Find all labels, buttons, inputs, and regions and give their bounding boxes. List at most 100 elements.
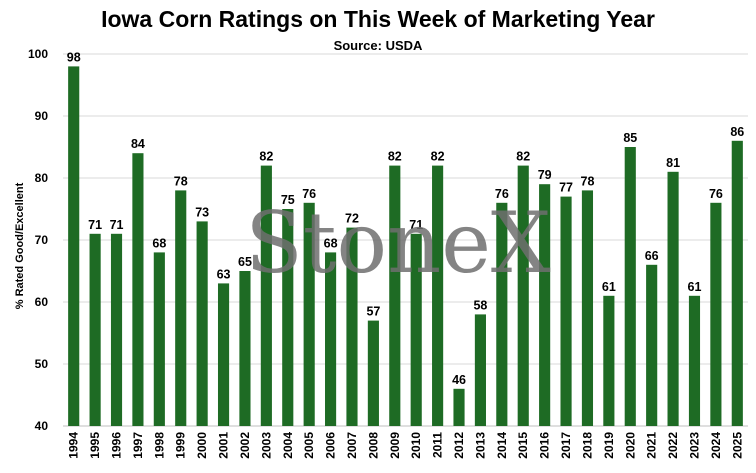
x-tick-label: 2021	[645, 432, 659, 459]
bar-1998	[153, 252, 165, 426]
bar-2017	[560, 196, 572, 426]
data-label-2011: 82	[431, 150, 445, 164]
x-tick-label: 2007	[345, 432, 359, 459]
bar-2023	[688, 295, 701, 426]
data-label-2024: 76	[709, 187, 723, 201]
x-tick-label: 2013	[473, 432, 487, 459]
bar-2001	[217, 283, 230, 426]
watermark-logo: StoneX	[245, 194, 551, 292]
bar-2021	[646, 264, 658, 426]
x-tick-label: 2011	[431, 432, 445, 458]
x-tick-label: 2020	[623, 432, 637, 459]
y-axis-label: % Rated Good/Excellent	[14, 182, 26, 309]
x-tick-label: 1995	[88, 432, 102, 459]
data-label-2014: 76	[495, 187, 509, 201]
y-axis-ticks: 40 50 60 70 80 90 100	[28, 47, 48, 433]
x-tick-label: 1996	[110, 432, 124, 459]
data-label-2023: 61	[688, 280, 702, 294]
data-label-2025: 86	[730, 125, 744, 139]
y-tick-label: 100	[28, 47, 48, 61]
data-label-2019: 61	[602, 280, 616, 294]
x-tick-label: 2005	[302, 432, 316, 459]
data-label-2022: 81	[666, 156, 680, 170]
data-label-2018: 78	[581, 174, 595, 188]
x-tick-label: 2010	[409, 432, 423, 459]
bar-2011	[432, 165, 444, 426]
x-tick-label: 2012	[452, 432, 466, 459]
data-label-2005: 76	[302, 187, 316, 201]
data-label-1999: 78	[174, 174, 188, 188]
bar-1994	[68, 66, 80, 427]
data-label-1997: 84	[131, 137, 145, 151]
data-label-2003: 82	[259, 150, 273, 164]
bar-2007	[346, 227, 358, 426]
chart-title: Iowa Corn Ratings on This Week of Market…	[101, 6, 655, 32]
bar-2012	[453, 388, 465, 426]
y-tick-label: 90	[35, 109, 49, 123]
x-tick-label: 2014	[495, 432, 509, 459]
y-tick-label: 70	[35, 233, 49, 247]
data-label-2017: 77	[559, 181, 573, 195]
data-label-2000: 73	[195, 205, 209, 219]
data-label-2020: 85	[623, 131, 637, 145]
x-axis-ticks: 1994 1995 1996 1997 1998 1999 2000 2001 2002 2003…	[67, 432, 745, 459]
data-label-1998: 68	[152, 236, 166, 250]
x-tick-label: 2000	[195, 432, 209, 459]
data-label-1996: 71	[110, 218, 124, 232]
data-label-2004: 75	[281, 193, 295, 207]
x-tick-label: 2015	[516, 432, 530, 459]
data-label-2010: 71	[409, 218, 423, 232]
x-tick-label: 2004	[281, 432, 295, 459]
y-tick-label: 80	[35, 171, 49, 185]
data-label-2013: 58	[473, 298, 487, 312]
bar-1997	[132, 153, 144, 426]
bar-2022	[667, 171, 679, 426]
data-labels: 98 71 71 84 68 78 73 63 65 82 75 76 68 72 57 82 71 82 46 58…	[67, 50, 745, 386]
x-tick-label: 2025	[730, 432, 744, 459]
y-tick-label: 50	[35, 357, 49, 371]
bar-2015	[517, 165, 529, 426]
x-tick-label: 2017	[559, 432, 573, 459]
x-tick-label: 2002	[238, 432, 252, 459]
x-tick-label: 2019	[602, 432, 616, 459]
x-tick-label: 2022	[666, 432, 680, 459]
data-label-1994: 98	[67, 50, 81, 64]
x-tick-label: 1998	[152, 432, 166, 459]
bar-2005	[303, 202, 315, 426]
x-tick-label: 2024	[709, 432, 723, 459]
x-tick-label: 2008	[366, 432, 380, 459]
data-label-2015: 82	[516, 150, 530, 164]
x-tick-label: 2016	[538, 432, 552, 459]
bar-2014	[496, 202, 508, 426]
data-label-1995: 71	[88, 218, 102, 232]
bar-2013	[474, 314, 486, 426]
x-tick-label: 2009	[388, 432, 402, 459]
bar-2006	[325, 252, 337, 426]
data-label-2001: 63	[217, 267, 231, 281]
x-tick-label: 2003	[259, 432, 273, 459]
x-tick-label: 2001	[217, 432, 231, 459]
chart-subtitle: Source: USDA	[333, 38, 423, 53]
data-label-2016: 79	[538, 168, 552, 182]
bar-2008	[367, 320, 379, 426]
bar-2003	[260, 165, 272, 426]
bar-2000	[196, 221, 208, 426]
data-label-2009: 82	[388, 150, 402, 164]
x-tick-label: 1997	[131, 432, 145, 459]
bar-2009	[389, 165, 401, 426]
data-label-2008: 57	[366, 305, 380, 319]
bar-1999	[175, 190, 187, 426]
x-tick-label: 2006	[324, 432, 338, 459]
bar-2018	[581, 190, 594, 426]
bar-2002	[239, 271, 251, 426]
x-tick-label: 1994	[67, 432, 81, 459]
x-tick-label: 2018	[580, 432, 594, 459]
data-label-2007: 72	[345, 212, 359, 226]
data-label-2021: 66	[645, 249, 659, 263]
bar-2025	[731, 140, 743, 427]
bar-2019	[603, 295, 615, 426]
bar-1995	[89, 233, 101, 426]
bars	[68, 66, 743, 427]
x-tick-label: 2023	[687, 432, 701, 459]
